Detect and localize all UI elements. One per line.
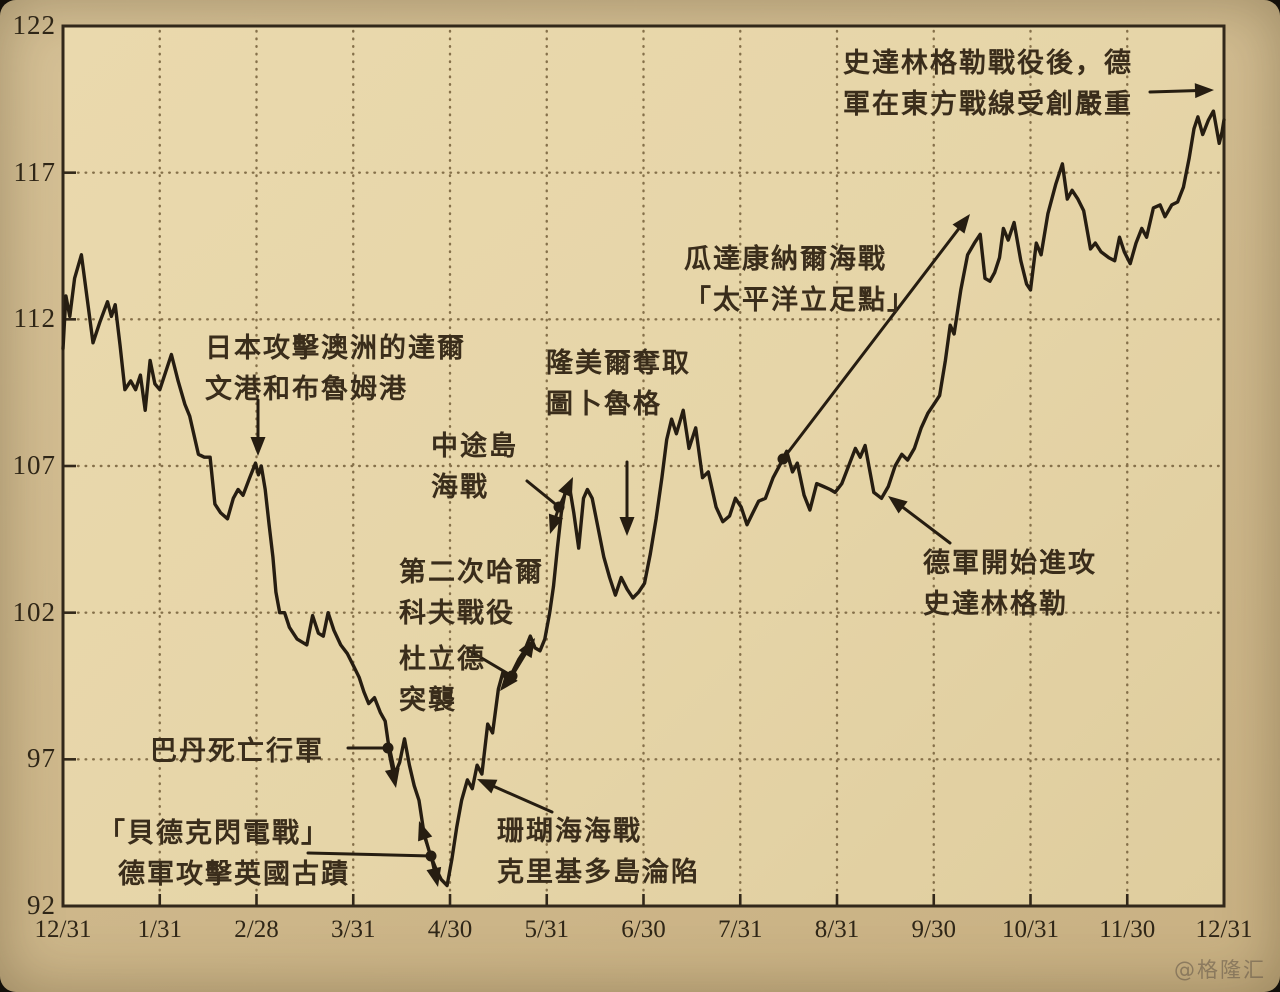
annotation-dot-guadalcanal xyxy=(777,453,789,465)
annotation-arrow-bataan-head xyxy=(384,767,400,788)
x-axis-label-11: 11/30 xyxy=(1099,916,1156,943)
annotation-rommel-tobruk: 隆美爾奪取 圖卜魯格 xyxy=(546,343,691,425)
x-axis-label-8: 8/31 xyxy=(814,916,860,943)
annotation-dot-doolittle xyxy=(506,670,518,682)
y-axis-label-92: 92 xyxy=(27,890,56,920)
annotation-japan-darwin-line-2: 文港和布魯姆港 xyxy=(205,374,408,405)
x-axis-label-6: 6/30 xyxy=(621,916,666,943)
annotation-dot-midway xyxy=(553,501,565,513)
annotation-rommel-tobruk-line-2: 圖卜魯格 xyxy=(546,389,662,420)
annotation-baedeker-line-2: 德軍攻擊英國古蹟 xyxy=(118,859,350,890)
annotation-dot-baedeker xyxy=(425,850,437,862)
x-axis-label-2: 2/28 xyxy=(234,916,279,943)
annotation-stalingrad-attack: 德軍開始進攻 史達林格勒 xyxy=(923,543,1097,625)
x-axis-label-12: 12/31 xyxy=(1195,916,1253,943)
x-axis-label-9: 9/30 xyxy=(911,916,956,943)
annotation-midway-line-2: 海戰 xyxy=(431,472,489,503)
annotation-doolittle-line-2: 突襲 xyxy=(399,685,457,716)
annotation-japan-darwin-line-1: 日本攻擊澳洲的達爾 xyxy=(205,333,466,364)
x-axis-label-1: 1/31 xyxy=(137,916,182,943)
y-axis-label-117: 117 xyxy=(13,156,56,187)
annotation-guadalcanal-line-1: 瓜達康納爾海戰 xyxy=(684,244,887,275)
annotation-baedeker: 「貝德克閃電戰」德軍攻擊英國古蹟 xyxy=(98,813,350,895)
annotation-kharkov-line-2: 科夫戰役 xyxy=(399,598,515,629)
annotation-stalingrad-after-line-1: 史達林格勒戰役後，德 xyxy=(843,48,1133,79)
annotation-arrow-guadalcanal-shaft xyxy=(781,224,963,461)
annotation-guadalcanal-line-2: 「太平洋立足點」 xyxy=(684,285,916,316)
annotation-arrow-japan-darwin-head xyxy=(250,437,266,456)
x-axis-label-10: 10/31 xyxy=(1002,916,1059,943)
price-line xyxy=(61,109,1226,888)
annotation-arrow-baedeker-head xyxy=(426,866,442,887)
x-axis-label-4: 4/30 xyxy=(427,916,473,943)
annotation-arrow-stalingrad-after-shaft xyxy=(1148,88,1201,94)
annotation-dot-bataan xyxy=(382,742,394,754)
annotation-coral-sea-line-2: 克里基多島淪陷 xyxy=(497,857,700,888)
x-axis-label-7: 7/31 xyxy=(718,916,763,943)
annotation-midway: 中途島 海戰 xyxy=(431,426,518,508)
annotation-arrow-coral-sea-head xyxy=(477,779,498,794)
annotation-coral-sea: 珊瑚海海戰克里基多島淪陷 xyxy=(497,811,700,893)
annotation-arrow-stalingrad-attack-head xyxy=(888,496,908,514)
x-axis-label-3: 3/31 xyxy=(331,916,376,943)
y-axis-label-112: 112 xyxy=(13,303,56,334)
y-axis-label-107: 107 xyxy=(12,450,56,480)
annotation-stalingrad-attack-line-2: 史達林格勒 xyxy=(923,589,1068,620)
annotation-baedeker-line-1: 「貝德克閃電戰」 xyxy=(98,818,330,849)
annotation-coral-sea-line-1: 珊瑚海海戰 xyxy=(497,816,642,847)
annotation-leader-baedeker xyxy=(306,851,433,858)
annotation-midway-line-1: 中途島 xyxy=(431,431,518,462)
annotation-stalingrad-after: 史達林格勒戰役後，德 軍在東方戰線受創嚴重 xyxy=(843,43,1133,125)
annotation-arrow-stalingrad-attack-shaft xyxy=(898,503,952,545)
annotation-stalingrad-after-line-2: 軍在東方戰線受創嚴重 xyxy=(843,89,1133,120)
annotation-arrow-midway-head xyxy=(558,477,573,498)
annotation-arrow-stalingrad-after-head xyxy=(1194,83,1214,99)
annotation-arrow-midway-head xyxy=(548,513,564,534)
annotation-kharkov-line-1: 第二次哈爾 xyxy=(399,557,544,588)
watermark: @格隆汇 xyxy=(1174,958,1266,982)
annotation-japan-darwin: 日本攻擊澳洲的達爾 文港和布魯姆港 xyxy=(205,328,466,410)
annotation-doolittle-line-1: 杜立德 xyxy=(399,644,486,675)
annotation-kharkov: 第二次哈爾 科夫戰役 xyxy=(399,552,544,634)
annotation-stalingrad-attack-line-1: 德軍開始進攻 xyxy=(923,548,1097,579)
annotation-arrow-doolittle-head xyxy=(500,671,518,691)
annotation-arrow-doolittle-head xyxy=(518,638,535,659)
annotation-bataan-line-1: 巴丹死亡行軍 xyxy=(150,736,324,767)
annotation-arrow-guadalcanal-head xyxy=(952,214,970,234)
annotation-arrow-coral-sea-shaft xyxy=(489,783,554,814)
annotation-arrow-rommel-tobruk-head xyxy=(619,517,635,536)
annotation-guadalcanal: 瓜達康納爾海戰 「太平洋立足點」 xyxy=(684,239,916,321)
y-axis-label-122: 122 xyxy=(12,10,56,40)
y-axis-label-102: 102 xyxy=(12,596,56,627)
annotation-rommel-tobruk-line-1: 隆美爾奪取 xyxy=(546,348,691,379)
annotation-doolittle: 杜立德 突襲 xyxy=(399,639,486,721)
x-axis-label-0: 12/31 xyxy=(34,916,92,943)
annotation-leader-midway xyxy=(525,479,561,509)
y-axis-label-97: 97 xyxy=(27,743,56,774)
annotation-arrow-baedeker-head xyxy=(418,821,433,842)
annotation-bataan: 巴丹死亡行軍 xyxy=(150,731,324,772)
annotation-leader-doolittle xyxy=(466,648,514,678)
x-axis-label-5: 5/31 xyxy=(524,916,569,943)
